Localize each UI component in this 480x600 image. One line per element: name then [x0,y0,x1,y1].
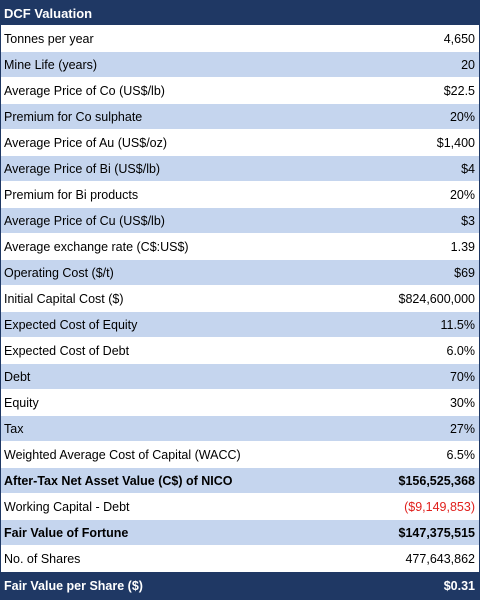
row-debt: Debt 70% [1,364,479,390]
row-value: 20% [449,187,475,202]
row-cost-of-equity: Expected Cost of Equity 11.5% [1,312,479,338]
row-price-co: Average Price of Co (US$/lb) $22.5 [1,78,479,104]
row-tax: Tax 27% [1,416,479,442]
row-price-au: Average Price of Au (US$/oz) $1,400 [1,130,479,156]
row-value: 20% [449,109,475,124]
row-wacc: Weighted Average Cost of Capital (WACC) … [1,442,479,468]
row-premium-bi-products: Premium for Bi products 20% [1,182,479,208]
row-label: Average Price of Bi (US$/lb) [4,161,161,176]
row-label: Operating Cost ($/t) [4,265,114,280]
row-label: Tonnes per year [4,31,94,46]
row-label: Premium for Co sulphate [4,109,143,124]
row-initial-capital-cost: Initial Capital Cost ($) $824,600,000 [1,286,479,312]
row-label: Expected Cost of Equity [4,317,138,332]
row-value-negative: ($9,149,853) [404,499,475,514]
row-value: $156,525,368 [398,473,475,488]
table-title: DCF Valuation [4,5,93,21]
row-label: Weighted Average Cost of Capital (WACC) [4,447,241,462]
row-label: Average Price of Au (US$/oz) [4,135,168,150]
row-value: 4,650 [443,31,475,46]
row-value: 11.5% [440,317,475,332]
row-after-tax-nav: After-Tax Net Asset Value (C$) of NICO $… [1,468,479,494]
row-label: No. of Shares [4,551,81,566]
row-fair-value-fortune: Fair Value of Fortune $147,375,515 [1,520,479,546]
row-value: $147,375,515 [398,525,475,540]
row-label: Average Price of Co (US$/lb) [4,83,165,98]
row-working-capital-debt: Working Capital - Debt ($9,149,853) [1,494,479,520]
row-cost-of-debt: Expected Cost of Debt 6.0% [1,338,479,364]
row-equity: Equity 30% [1,390,479,416]
row-price-cu: Average Price of Cu (US$/lb) $3 [1,208,479,234]
row-label: Tax [4,421,24,436]
row-price-bi: Average Price of Bi (US$/lb) $4 [1,156,479,182]
row-premium-co-sulphate: Premium for Co sulphate 20% [1,104,479,130]
row-value: 1.39 [450,239,475,254]
row-operating-cost: Operating Cost ($/t) $69 [1,260,479,286]
row-value: 6.0% [446,343,476,358]
row-value: 70% [449,369,475,384]
row-value: $4 [461,161,475,176]
row-label: Fair Value of Fortune [4,525,129,540]
row-label: Expected Cost of Debt [4,343,130,358]
row-label: Average Price of Cu (US$/lb) [4,213,165,228]
row-tonnes-per-year: Tonnes per year 4,650 [1,26,479,52]
row-value: 27% [449,421,475,436]
row-value: 477,643,862 [405,551,475,566]
row-value: $22.5 [443,83,475,98]
table-footer-fair-value-per-share: Fair Value per Share ($) $0.31 [1,572,479,599]
row-value: 6.5% [446,447,476,462]
row-value: 30% [449,395,475,410]
row-label: Working Capital - Debt [4,499,130,514]
row-label: Premium for Bi products [4,187,139,202]
row-label: Initial Capital Cost ($) [4,291,124,306]
row-value: $824,600,000 [398,291,475,306]
row-label: Debt [4,369,31,384]
row-label: After-Tax Net Asset Value (C$) of NICO [4,473,233,488]
row-label: Average exchange rate (C$:US$) [4,239,189,254]
footer-label: Fair Value per Share ($) [4,578,143,593]
row-mine-life: Mine Life (years) 20 [1,52,479,78]
row-value: $3 [461,213,475,228]
row-exchange-rate: Average exchange rate (C$:US$) 1.39 [1,234,479,260]
row-label: Equity [4,395,39,410]
row-number-of-shares: No. of Shares 477,643,862 [1,546,479,572]
row-value: 20 [461,57,475,72]
footer-value: $0.31 [443,578,475,593]
row-label: Mine Life (years) [4,57,98,72]
table-header: DCF Valuation [1,1,479,26]
row-value: $1,400 [436,135,475,150]
row-value: $69 [454,265,475,280]
